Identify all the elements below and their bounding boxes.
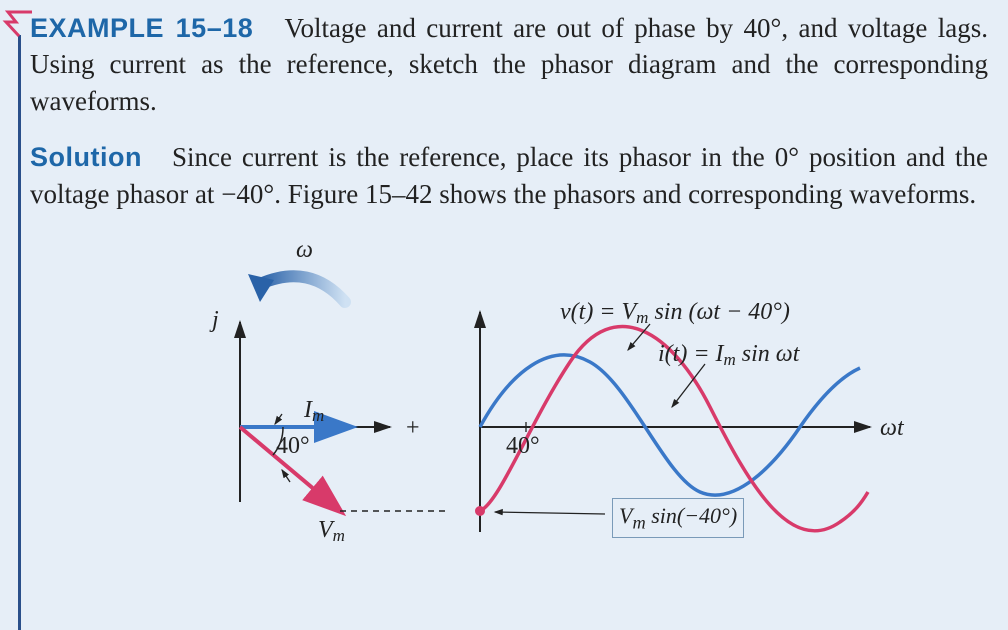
i-equation: i(t) = Im sin ωt	[658, 338, 799, 372]
v-equation: v(t) = Vm sin (ωt − 40°)	[560, 296, 790, 330]
example-paragraph: EXAMPLE 15–18 Voltage and current are ou…	[30, 10, 988, 119]
angle-label-phasor: 40°	[276, 430, 310, 462]
figure-15-42: ω	[190, 232, 950, 562]
Im-label: Im	[304, 394, 324, 428]
squiggle-icon	[2, 8, 36, 38]
plus-label: +	[406, 412, 420, 444]
wt-label: ωt	[880, 412, 904, 444]
solution-text: Since current is the reference, place it…	[30, 142, 988, 208]
angle-label-wave: 40°	[506, 430, 540, 462]
solution-label: Solution	[30, 142, 142, 172]
box-equation: Vm sin(−40°)	[612, 498, 744, 538]
left-rule	[18, 35, 21, 630]
content: EXAMPLE 15–18 Voltage and current are ou…	[0, 0, 1008, 572]
omega-label: ω	[296, 234, 313, 266]
j-axis-label: j	[212, 304, 219, 336]
Vm-label: Vm	[318, 514, 345, 548]
solution-paragraph: Solution Since current is the reference,…	[30, 139, 988, 212]
example-label: EXAMPLE 15–18	[30, 13, 253, 43]
